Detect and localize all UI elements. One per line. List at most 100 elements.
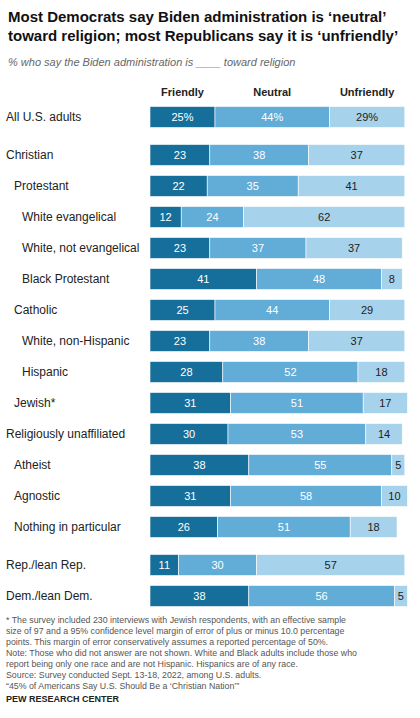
title-line: Most Democrats say Biden administration … [8,8,386,25]
data-label: 55 [314,459,326,471]
bar-segment [231,393,364,414]
data-label: 37 [351,335,363,347]
category-label: Catholic [14,303,57,317]
bar-segment [306,238,402,259]
bar-segment [366,424,402,445]
bar-segment [181,207,243,228]
bar-segment [150,586,249,607]
bar-segment [381,269,402,290]
data-label: 58 [300,490,312,502]
bar-segment [231,486,382,507]
category-label: Christian [6,148,53,162]
bar-segment [150,486,231,507]
data-label: 31 [184,397,196,409]
bar-segment [257,269,382,290]
note-line: report being only one race and are not H… [6,659,298,669]
bar-segment [329,107,404,128]
data-labels: 25%44%29%2338372235411224622337374148825… [159,111,404,602]
bar-segment [150,300,215,321]
legend-label: Neutral [253,86,291,98]
bar-segment [150,176,207,197]
data-label: 23 [174,242,186,254]
source-line: “45% of Americans Say U.S. Should Be a ‘… [6,681,239,691]
bar-segment [215,107,329,128]
data-label: 24 [206,211,218,223]
data-label: 35 [247,180,259,192]
bar-segment [394,586,407,607]
data-label: 37 [351,149,363,161]
bar-segment [228,424,366,445]
source: Source: Survey conducted Sept. 13-18, 20… [6,670,261,691]
category-label: Religiously unaffiliated [6,427,125,441]
data-label: 12 [159,211,171,223]
bar-segment [150,393,231,414]
category-label: Jewish* [14,396,56,410]
data-label: 53 [291,428,303,440]
data-label: 8 [389,273,395,285]
data-label: 18 [367,521,379,533]
data-label: 37 [252,242,264,254]
data-label: 23 [174,335,186,347]
source-line: Source: Survey conducted Sept. 13-18, 20… [6,670,261,680]
category-label: White evangelical [22,210,116,224]
data-label: 51 [278,521,290,533]
legend-label: Friendly [161,86,205,98]
bar-segment [207,176,298,197]
title-line: toward religion; most Republicans say it… [8,27,398,44]
data-label: 57 [325,559,337,571]
bar-segment [223,362,358,383]
category-label: All U.S. adults [6,110,81,124]
bar-segment [150,269,257,290]
data-label: 25 [176,304,188,316]
bar-segment [257,555,405,576]
bar-segment [309,145,405,166]
category-label: Rep./lean Rep. [6,558,86,572]
bar-segment [150,362,223,383]
bar-segment [218,517,351,538]
category-label: Protestant [14,179,69,193]
bars [150,107,407,607]
data-label: 41 [345,180,357,192]
bar-segment [298,176,405,197]
background [0,0,420,718]
category-label: Nothing in particular [14,520,121,534]
bar-segment [179,555,257,576]
data-label: 11 [159,559,170,571]
bar-segment [210,145,309,166]
bar-segment [309,331,405,352]
footnote: * The survey included 230 interviews wit… [6,615,346,647]
bar-segment [210,238,306,259]
note-line: Note: Those who did not answer are not s… [6,648,357,658]
data-label: 56 [315,590,327,602]
data-label: 5 [395,459,401,471]
data-label: 38 [193,590,205,602]
data-label: 52 [284,366,296,378]
data-label: 38 [253,149,265,161]
credit: PEW RESEARCH CENTER [6,694,120,704]
bar-segment [381,486,407,507]
data-label: 22 [172,180,184,192]
bar-segment [210,331,309,352]
bar-segment [249,586,395,607]
bar-segment [150,207,181,228]
bar-segment [350,517,397,538]
legend-label: Unfriendly [340,86,395,98]
data-label: 18 [375,366,387,378]
data-label: 10 [388,490,400,502]
category-label: Hispanic [22,365,68,379]
footnote-line: * The survey included 230 interviews wit… [6,615,346,625]
data-label: 62 [318,211,330,223]
data-label: 41 [197,273,209,285]
data-label: 17 [379,397,391,409]
data-label: 23 [174,149,186,161]
subtitle: % who say the Biden administration is __… [8,56,295,68]
title: Most Democrats say Biden administration … [8,8,398,44]
bar-segment [363,393,407,414]
category-label: Dem./lean Dem. [6,589,93,603]
data-label: 37 [348,242,360,254]
data-label: 30 [183,428,195,440]
data-label: 26 [178,521,190,533]
bar-segment [150,331,210,352]
bar-segment [150,145,210,166]
data-label: 44% [261,111,283,123]
